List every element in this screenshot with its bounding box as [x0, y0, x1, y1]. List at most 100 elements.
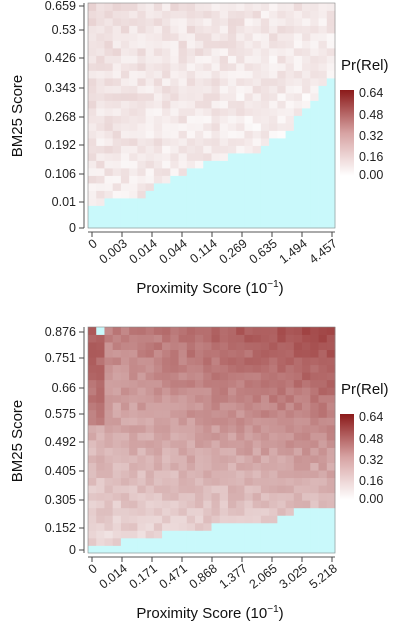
heatmap-cell	[195, 455, 204, 463]
heatmap-cell	[137, 500, 147, 509]
heatmap-cell	[153, 168, 163, 176]
heatmap-cell	[277, 25, 286, 34]
heatmap-cell	[269, 175, 278, 184]
heatmap-cell	[170, 213, 179, 221]
heatmap-cell	[153, 145, 163, 154]
heatmap-cell	[252, 477, 262, 486]
heatmap-cell	[269, 470, 278, 479]
heatmap-cell	[252, 440, 262, 448]
heatmap-cell	[211, 409, 221, 418]
heatmap-cell	[236, 175, 245, 184]
heatmap-cell	[244, 175, 254, 184]
heatmap-cell	[88, 492, 97, 501]
heatmap-cell	[88, 424, 97, 433]
heatmap-cell	[178, 432, 188, 441]
heatmap-cell	[104, 394, 114, 403]
heatmap-cell	[96, 485, 105, 494]
heatmap-cell	[129, 108, 138, 116]
heatmap-cell	[178, 507, 188, 516]
heatmap-cell	[302, 357, 311, 366]
heatmap-cell	[269, 100, 278, 109]
heatmap-cell	[277, 507, 286, 516]
heatmap-cell	[88, 507, 97, 516]
y-tick-label: 0.152	[45, 521, 76, 535]
heatmap-cell	[203, 537, 212, 546]
heatmap-cell	[260, 168, 270, 176]
heatmap-cell	[195, 175, 204, 184]
heatmap-cell	[112, 3, 122, 11]
heatmap-cell	[227, 100, 237, 109]
heatmap-cell	[170, 40, 179, 49]
heatmap-cell	[269, 183, 278, 191]
heatmap-cell	[178, 190, 188, 199]
heatmap-cell	[277, 424, 286, 433]
heatmap-cell	[227, 537, 237, 546]
heatmap-cell	[162, 100, 171, 109]
heatmap-cell	[244, 500, 254, 509]
heatmap-cell	[137, 492, 147, 501]
heatmap-cell	[277, 537, 286, 546]
heatmap-cell	[260, 357, 270, 366]
heatmap-cell	[211, 447, 221, 456]
heatmap-cell	[260, 25, 270, 34]
heatmap-cell	[302, 3, 311, 11]
y-tick: 0.106	[45, 167, 84, 181]
heatmap-cell	[195, 10, 204, 19]
heatmap-cell	[219, 424, 229, 433]
heatmap-cell	[203, 205, 212, 214]
heatmap-cell	[137, 545, 147, 554]
heatmap-cell	[120, 462, 130, 471]
heatmap-cell	[244, 70, 254, 79]
heatmap-cell	[326, 85, 336, 94]
heatmap-cell	[195, 477, 204, 486]
heatmap-cell	[285, 70, 295, 79]
heatmap-cell	[145, 55, 155, 64]
heatmap-cell	[170, 327, 179, 335]
heatmap-cell	[285, 387, 295, 396]
heatmap-cell	[260, 492, 270, 501]
heatmap-cell	[112, 198, 122, 206]
heatmap-cell	[244, 48, 254, 56]
y-tick-label: 0.106	[45, 167, 76, 181]
heatmap-cell	[302, 409, 311, 418]
heatmap-cell	[236, 10, 245, 19]
heatmap-cell	[326, 462, 336, 471]
heatmap-cell	[318, 522, 328, 531]
heatmap-cell	[153, 409, 163, 418]
heatmap-cell	[104, 108, 114, 116]
heatmap-cell	[244, 477, 254, 486]
heatmap-cell	[162, 198, 171, 206]
heatmap-cell	[310, 108, 319, 116]
heatmap-cell	[203, 145, 212, 154]
heatmap-cell	[277, 357, 286, 366]
heatmap-cell	[269, 138, 278, 146]
heatmap-cell	[269, 424, 278, 433]
heatmap-cell	[137, 334, 147, 343]
heatmap-cell	[260, 183, 270, 191]
x-tick: 0.114	[187, 232, 220, 266]
heatmap-cell	[96, 327, 105, 335]
heatmap-cell	[318, 334, 328, 343]
heatmap-cell	[227, 500, 237, 509]
heatmap-cell	[293, 440, 303, 448]
heatmap-cell	[186, 485, 196, 494]
heatmap-cell	[211, 470, 221, 479]
heatmap-cell	[269, 530, 278, 539]
x-tick: 4.457	[307, 232, 340, 267]
heatmap-cell	[129, 130, 138, 139]
heatmap-cell	[137, 372, 147, 381]
heatmap-cell	[162, 190, 171, 199]
heatmap-cell	[310, 18, 319, 26]
heatmap-cell	[293, 357, 303, 366]
heatmap-cell	[145, 364, 155, 373]
heatmap-cell	[326, 130, 336, 139]
heatmap-cell	[260, 424, 270, 433]
heatmap-cell	[195, 394, 204, 403]
heatmap-cell	[145, 424, 155, 433]
heatmap-cell	[153, 455, 163, 463]
heatmap-cell	[219, 93, 229, 101]
heatmap-cell	[162, 130, 171, 139]
heatmap-cell	[162, 123, 171, 131]
heatmap-cell	[252, 417, 262, 426]
heatmap-cell	[227, 417, 237, 426]
